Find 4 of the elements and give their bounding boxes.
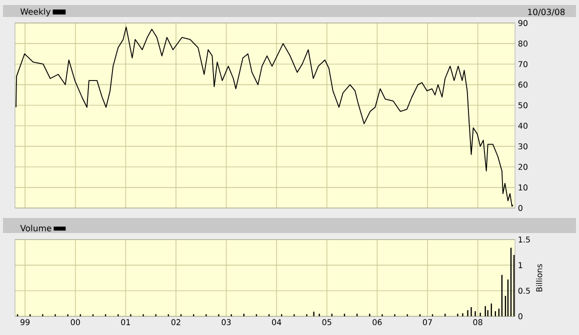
text: 10/03/08 <box>528 8 565 16</box>
legend-label: Weekly <box>20 8 51 16</box>
legend-label: Volume <box>20 224 52 232</box>
line-series <box>16 26 514 207</box>
